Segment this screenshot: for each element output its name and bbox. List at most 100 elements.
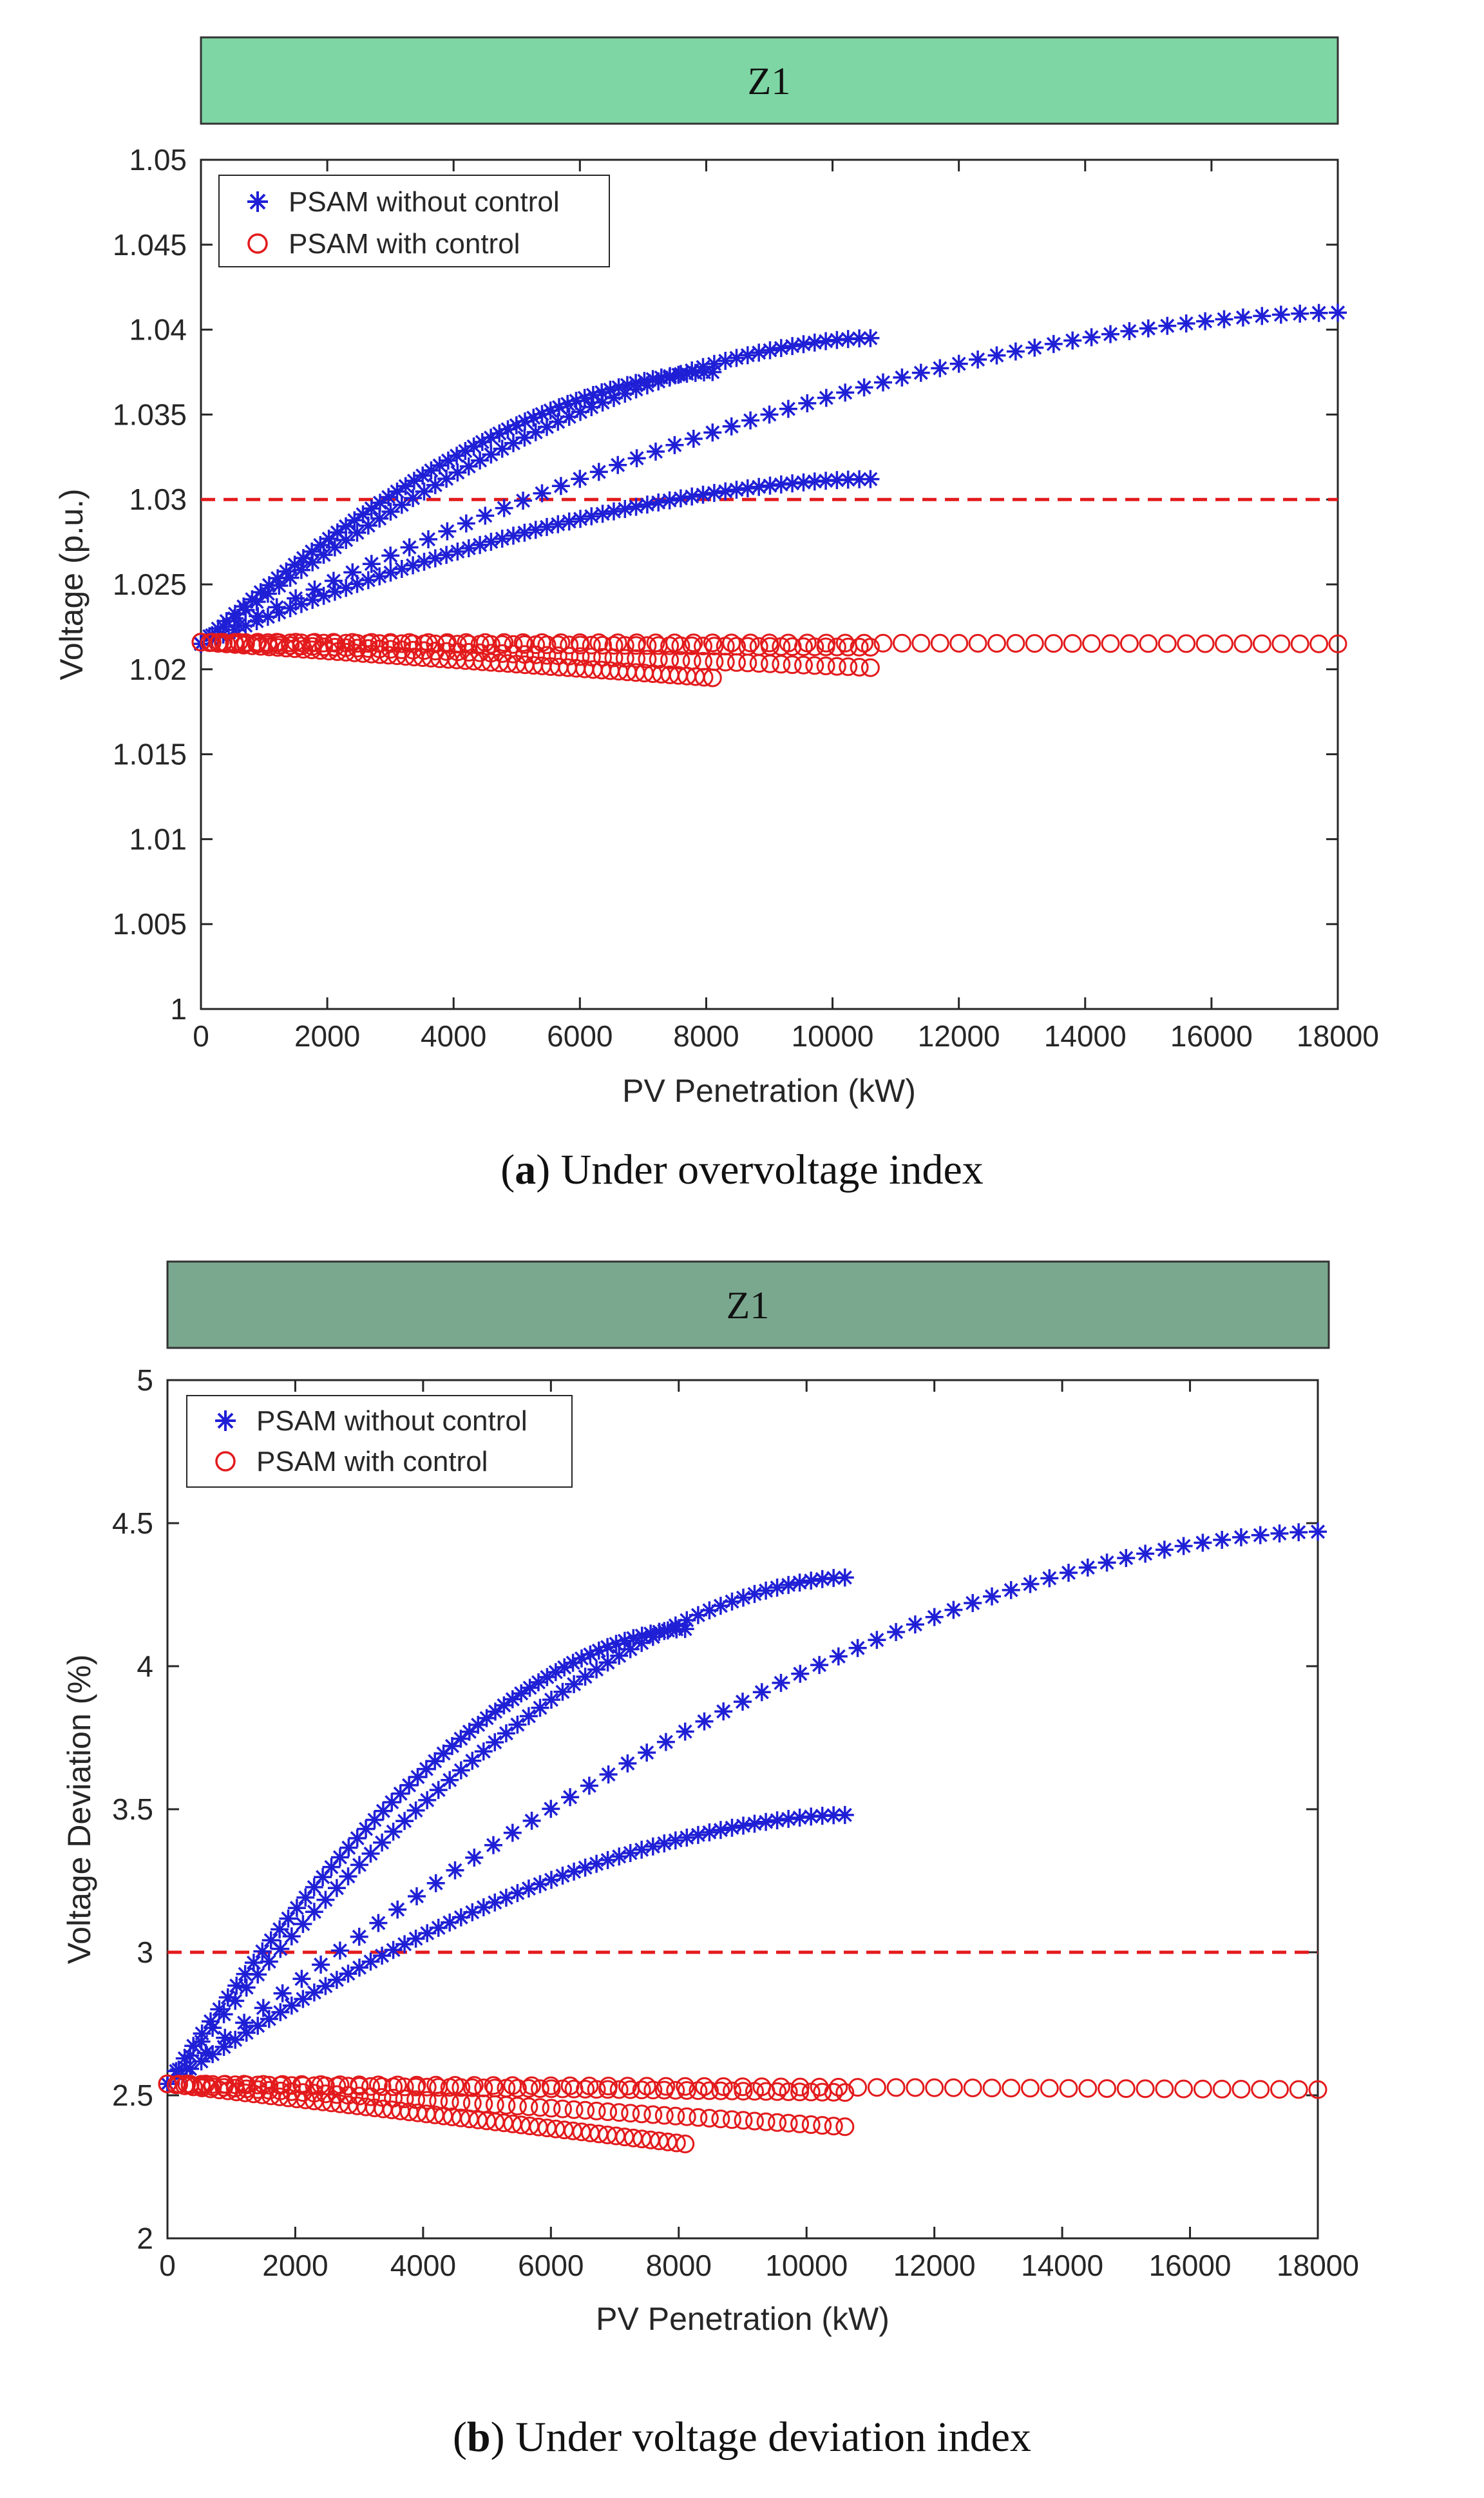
- point-with-control-b: [293, 2076, 312, 2095]
- point-without-control-b: [214, 2037, 233, 2056]
- point-with-control-a: [660, 636, 680, 655]
- point-with-control-a: [694, 637, 712, 656]
- point-without-control-a: [738, 346, 757, 365]
- y-tick-label-a: 1.015: [113, 738, 187, 771]
- point-with-control-b: [519, 2097, 538, 2117]
- point-without-control-b: [1213, 1530, 1232, 1549]
- point-with-control-a: [314, 633, 334, 653]
- point-without-control-b: [519, 1707, 538, 1725]
- point-without-control-a: [1063, 331, 1082, 350]
- point-without-control-a: [874, 373, 892, 392]
- y-axis-a: 1 1.005 1.01 1.015 1.02 1.025 1.03 1.035 1.04 1.0…: [113, 143, 1338, 1026]
- point-with-control-a: [671, 651, 690, 670]
- legend-circle-icon-a: [247, 233, 268, 254]
- point-with-control-a: [281, 633, 300, 653]
- point-without-control-a: [1101, 325, 1119, 343]
- point-with-control-a: [1271, 634, 1291, 653]
- x-tick-label-a: 2000: [294, 1019, 360, 1053]
- point-without-control-a: [705, 484, 723, 503]
- point-without-control-b: [655, 1834, 674, 1852]
- point-without-control-b: [1289, 1523, 1308, 1542]
- point-with-control-b: [484, 2076, 503, 2095]
- point-with-control-b: [1021, 2079, 1040, 2098]
- point-with-control-b: [587, 2080, 606, 2099]
- point-without-control-a: [379, 488, 398, 506]
- point-without-control-a: [783, 337, 802, 356]
- point-without-control-a: [836, 383, 855, 402]
- point-with-control-b: [553, 2079, 572, 2099]
- point-with-control-b: [1116, 2079, 1136, 2099]
- point-with-control-b: [440, 2092, 459, 2111]
- point-without-control-a: [370, 509, 389, 528]
- point-with-control-a: [627, 636, 646, 655]
- point-without-control-b: [1232, 1528, 1250, 1546]
- caption-text-b: Under voltage deviation index: [515, 2414, 1031, 2461]
- point-without-control-a: [457, 514, 475, 533]
- point-without-control-b: [678, 1611, 696, 1629]
- point-with-control-b: [339, 2077, 357, 2096]
- point-without-control-a: [381, 503, 400, 521]
- point-with-control-a: [850, 637, 869, 657]
- panel-a: Z1 1 1.005 1.01 1.015 1.02 1.025 1.03 1.035 1.04…: [53, 36, 1379, 1193]
- x-axis-b: 0 2000 4000 6000 8000 10000 12000 14000 16000 180…: [159, 1380, 1359, 2282]
- point-with-control-b: [1136, 2079, 1155, 2099]
- point-without-control-b: [1040, 1569, 1059, 1588]
- point-without-control-b: [452, 1761, 470, 1780]
- point-without-control-b: [1021, 1575, 1040, 1593]
- point-with-control-a: [694, 651, 712, 671]
- point-without-control-a: [660, 491, 679, 510]
- point-with-control-b: [734, 2111, 753, 2130]
- point-without-control-a: [589, 463, 608, 481]
- point-without-control-b: [226, 1992, 245, 2010]
- point-with-control-b: [531, 2079, 549, 2099]
- point-with-control-a: [638, 636, 657, 655]
- point-without-control-a: [281, 568, 300, 587]
- point-without-control-b: [1078, 1558, 1097, 1577]
- point-without-control-b: [1174, 1537, 1193, 1555]
- point-without-control-b: [273, 1984, 292, 2003]
- point-without-control-b: [339, 1867, 357, 1886]
- point-with-control-b: [406, 2077, 426, 2097]
- point-without-control-a: [236, 600, 255, 619]
- point-without-control-b: [271, 1939, 290, 1958]
- point-without-control-b: [305, 1903, 323, 1921]
- point-without-control-a: [683, 487, 701, 506]
- point-with-control-a: [1252, 634, 1271, 653]
- point-with-control-b: [1098, 2079, 1117, 2098]
- point-without-control-a: [722, 417, 741, 436]
- point-without-control-a: [1215, 310, 1233, 329]
- point-with-control-a: [426, 634, 445, 653]
- y-tick-label-a: 1.02: [129, 653, 187, 686]
- point-with-control-a: [738, 637, 757, 656]
- legend-label-with-control-b: PSAM with control: [256, 1446, 488, 1477]
- point-with-control-a: [684, 633, 703, 653]
- point-with-control-a: [515, 645, 534, 664]
- point-without-control-a: [515, 523, 534, 542]
- point-without-control-a: [794, 473, 813, 492]
- point-with-control-b: [327, 2077, 347, 2096]
- point-with-control-a: [415, 634, 433, 653]
- point-with-control-a: [716, 637, 735, 656]
- point-with-control-a: [1195, 634, 1215, 653]
- point-with-control-a: [258, 633, 278, 652]
- point-with-control-a: [470, 635, 490, 654]
- data-marks-b: [158, 1523, 1327, 2153]
- point-without-control-a: [805, 333, 824, 352]
- y-tick-label-b: 3.5: [112, 1792, 153, 1826]
- point-with-control-a: [861, 638, 880, 657]
- point-with-control-a: [191, 633, 211, 652]
- point-with-control-a: [1101, 634, 1120, 653]
- strip-a: [200, 36, 1339, 125]
- point-without-control-b: [373, 1946, 392, 1965]
- caption-a: (a) Under overvoltage index: [500, 1146, 984, 1193]
- x-tick-label-a: 12000: [918, 1019, 1000, 1053]
- point-without-control-a: [1309, 303, 1328, 322]
- point-without-control-a: [1082, 328, 1101, 347]
- point-with-control-b: [824, 2117, 843, 2136]
- point-without-control-b: [1309, 1523, 1327, 1541]
- point-with-control-a: [593, 635, 613, 655]
- point-without-control-b: [204, 2019, 222, 2037]
- point-with-control-a: [325, 633, 345, 653]
- point-without-control-a: [526, 521, 545, 539]
